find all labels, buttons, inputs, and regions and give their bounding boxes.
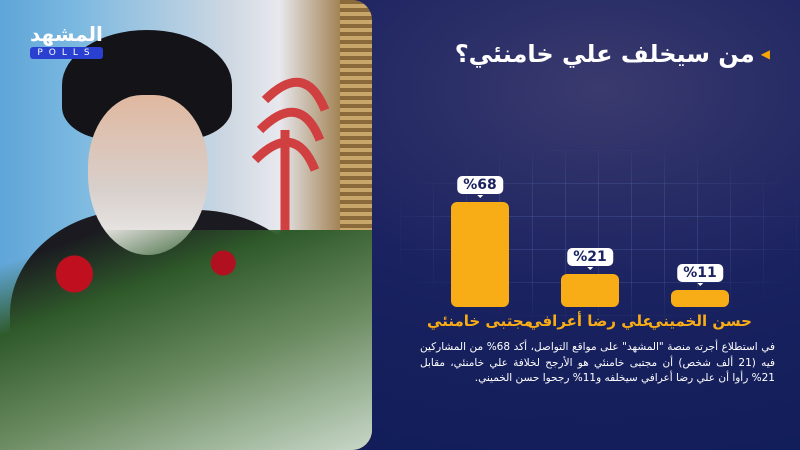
triangle-icon: ◀ — [760, 47, 770, 61]
polls-badge: POLLS — [30, 47, 103, 59]
bar — [671, 289, 729, 307]
bar — [451, 201, 509, 307]
category-label: حسن الخميني — [648, 312, 752, 330]
logo: المشهد POLLS — [30, 22, 103, 59]
value-label: %68 — [457, 175, 503, 198]
description: في استطلاع أجرته منصة "المشهد" على مواقع… — [420, 341, 775, 384]
value-label: %21 — [567, 248, 613, 271]
bar — [561, 274, 619, 307]
category-label: مجتبى خامنئي — [427, 312, 533, 330]
title-text: من سيخلف علي خامنئي؟ — [454, 40, 755, 68]
value-label: %11 — [677, 263, 723, 286]
photo — [0, 0, 372, 450]
category-label: علي رضا أعرافي — [527, 312, 653, 330]
logo-text: المشهد — [30, 22, 103, 46]
page-title: ◀ من سيخلف علي خامنئي؟ — [455, 40, 770, 68]
